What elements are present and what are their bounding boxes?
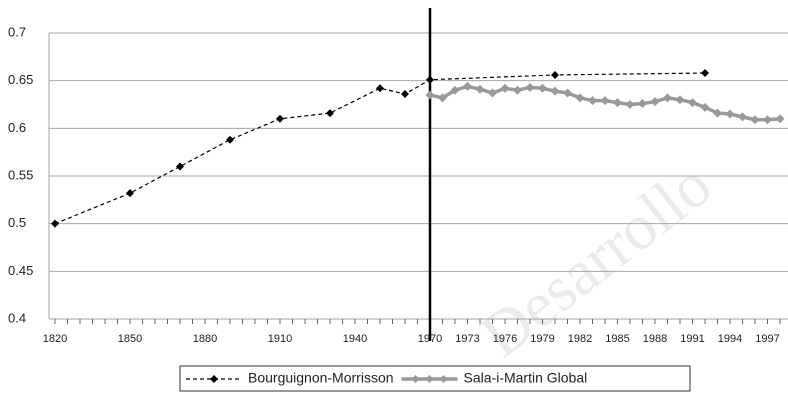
data-point: [750, 115, 760, 125]
data-point: [638, 99, 647, 109]
legend-marker: [439, 375, 448, 383]
data-point: [513, 85, 522, 95]
legend-label: Bourguignon-Morrisson: [248, 370, 394, 386]
data-point: [276, 114, 284, 123]
x-tick-label: 1910: [268, 333, 292, 345]
data-point: [51, 219, 59, 228]
data-point: [763, 115, 772, 125]
x-tick-label: 1976: [493, 333, 517, 345]
x-tick-label: 1988: [643, 333, 667, 345]
y-tick-label: 0.7: [8, 24, 26, 39]
x-tick-label: 1991: [680, 333, 704, 345]
y-tick-label: 0.4: [8, 310, 26, 325]
data-point: [600, 96, 610, 106]
data-point: [713, 108, 722, 118]
x-tick-label: 1973: [455, 333, 479, 345]
data-point: [376, 84, 384, 93]
x-tick-label: 1850: [118, 333, 142, 345]
data-point: [625, 100, 635, 109]
x-tick-label: 1820: [43, 333, 67, 345]
series-line: [54, 72, 706, 225]
data-point: [401, 90, 409, 99]
data-point: [775, 114, 785, 124]
y-tick-label: 0.6: [8, 120, 26, 135]
data-point: [438, 93, 447, 103]
data-point: [126, 189, 134, 198]
data-point: [650, 97, 660, 107]
y-tick-label: 0.5: [8, 215, 26, 230]
x-tick-label: 1982: [568, 333, 592, 345]
data-point: [563, 88, 572, 98]
data-point: [663, 93, 672, 103]
data-point: [588, 96, 597, 106]
data-point: [551, 70, 559, 79]
data-point: [700, 102, 710, 112]
y-tick-label: 0.45: [8, 263, 33, 278]
data-point: [538, 83, 547, 93]
data-point: [426, 75, 434, 84]
x-tick-label: 1997: [755, 333, 779, 345]
y-tick-label: 0.65: [8, 72, 33, 87]
legend-box: [179, 365, 691, 392]
data-point: [475, 84, 485, 94]
data-point: [550, 86, 560, 96]
data-point: [176, 162, 184, 171]
data-point: [525, 82, 535, 92]
data-point: [675, 95, 685, 105]
x-tick-label: 1979: [530, 333, 554, 345]
data-point: [425, 90, 435, 100]
data-point: [738, 112, 747, 122]
data-point: [463, 81, 472, 91]
data-point: [500, 83, 510, 93]
data-point: [701, 69, 709, 78]
x-tick-label: 1985: [605, 333, 629, 345]
data-point: [488, 88, 497, 98]
x-tick-label: 1940: [343, 333, 367, 345]
data-point: [450, 85, 460, 95]
data-point: [725, 109, 735, 119]
legend-marker: [411, 375, 420, 383]
legend-label: Sala-i-Martin Global: [464, 370, 588, 386]
y-tick-label: 0.55: [8, 167, 33, 182]
legend-marker: [425, 375, 434, 383]
data-point: [226, 135, 234, 144]
legend-marker: [210, 375, 218, 383]
x-tick-label: 1994: [718, 333, 742, 345]
data-point: [688, 98, 697, 108]
data-point: [326, 109, 334, 118]
data-point: [575, 93, 585, 103]
x-tick-label: 1880: [193, 333, 217, 345]
data-point: [613, 98, 622, 108]
